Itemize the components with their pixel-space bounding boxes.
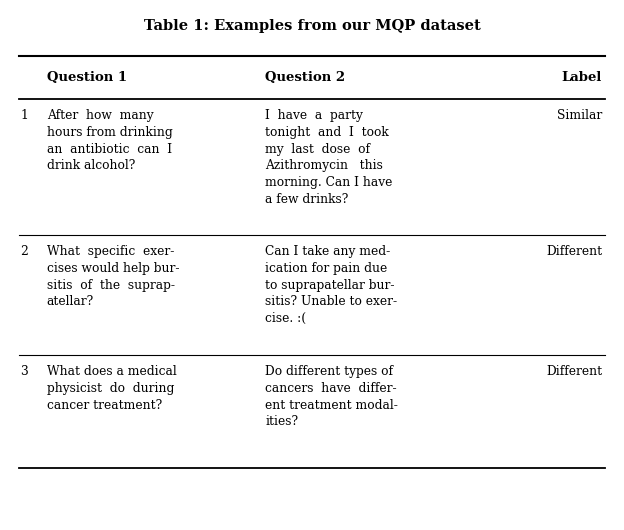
Text: I  have  a  party
tonight  and  I  took
my  last  dose  of
Azithromycin   this
m: I have a party tonight and I took my las… bbox=[265, 109, 392, 206]
Text: Label: Label bbox=[562, 71, 602, 84]
Text: Can I take any med-
ication for pain due
to suprapatellar bur-
sitis? Unable to : Can I take any med- ication for pain due… bbox=[265, 245, 397, 325]
Text: 3: 3 bbox=[21, 365, 28, 378]
Text: Question 2: Question 2 bbox=[265, 71, 345, 84]
Text: What does a medical
physicist  do  during
cancer treatment?: What does a medical physicist do during … bbox=[47, 365, 177, 411]
Text: Similar: Similar bbox=[557, 109, 602, 122]
Text: Table 1: Examples from our MQP dataset: Table 1: Examples from our MQP dataset bbox=[144, 19, 480, 32]
Text: Do different types of
cancers  have  differ-
ent treatment modal-
ities?: Do different types of cancers have diffe… bbox=[265, 365, 398, 428]
Text: Different: Different bbox=[546, 245, 602, 258]
Text: Question 1: Question 1 bbox=[47, 71, 127, 84]
Text: 1: 1 bbox=[21, 109, 28, 122]
Text: What  specific  exer-
cises would help bur-
sitis  of  the  suprap-
atellar?: What specific exer- cises would help bur… bbox=[47, 245, 179, 308]
Text: Different: Different bbox=[546, 365, 602, 378]
Text: 2: 2 bbox=[21, 245, 29, 258]
Text: After  how  many
hours from drinking
an  antibiotic  can  I
drink alcohol?: After how many hours from drinking an an… bbox=[47, 109, 173, 172]
